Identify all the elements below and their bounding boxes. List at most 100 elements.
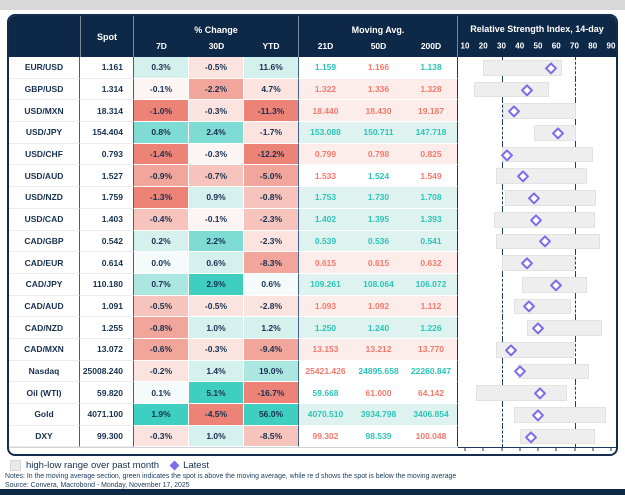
- table-row: CAD/NZD 1.255 -0.8% 1.0% 1.2% 1.250 1.240 1.226: [9, 317, 616, 339]
- rsi-cell: [458, 338, 616, 361]
- moving-avg-cell: 18.440: [299, 100, 352, 123]
- fx-dashboard-panel: Spot % Change 7D 30D YTD Moving Avg. 21D…: [7, 14, 618, 456]
- rsi-plot-area: [465, 404, 611, 426]
- table-bottom-axis: [9, 447, 616, 454]
- rsi-plot-area: [465, 78, 611, 101]
- spot-cell: 1.161: [80, 57, 134, 79]
- rsi-range-bar: [483, 60, 562, 76]
- moving-avg-cell: 1.753: [299, 187, 352, 209]
- moving-avg-cell: 99.302: [299, 425, 352, 448]
- rsi-range-bar: [501, 146, 593, 163]
- moving-avg-cell: 0.825: [405, 143, 458, 166]
- pct-change-cell: -0.5%: [134, 295, 189, 318]
- moving-avg-cell: 64.142: [405, 382, 458, 404]
- pct-change-cell: 19.0%: [244, 360, 299, 383]
- rsi-axis-tick: 90: [606, 41, 616, 51]
- pct-change-cell: -5.0%: [244, 165, 299, 188]
- rsi-axis-tick: 80: [588, 41, 598, 51]
- pct-change-cell: 0.0%: [134, 252, 189, 274]
- pct-change-cell: 0.6%: [244, 273, 299, 296]
- pct-change-cell: -0.3%: [189, 338, 244, 361]
- instrument-cell: USD/JPY: [9, 122, 80, 144]
- rsi-cell: [458, 100, 616, 123]
- moving-avg-cell: 0.799: [299, 143, 352, 166]
- rsi-cell: [458, 295, 616, 318]
- moving-avg-cell: 1.166: [352, 57, 405, 79]
- col-header-7d: 7D: [156, 41, 167, 51]
- pct-change-cell: 56.0%: [244, 404, 299, 426]
- spot-cell: 154.404: [80, 122, 134, 144]
- rsi-plot-area: [465, 100, 611, 123]
- moving-avg-cell: 109.261: [299, 273, 352, 296]
- instrument-cell: CAD/MXN: [9, 338, 80, 361]
- moving-avg-cell: 147.718: [405, 122, 458, 144]
- spot-cell: 0.793: [80, 143, 134, 166]
- moving-avg-cell: 3406.854: [405, 404, 458, 426]
- rsi-cell: [458, 78, 616, 101]
- pct-change-cell: -9.4%: [244, 338, 299, 361]
- moving-avg-cell: 0.541: [405, 230, 458, 253]
- moving-avg-cell: 0.536: [352, 230, 405, 253]
- rsi-bottom-axis: [458, 447, 616, 454]
- moving-avg-cell: 1.093: [299, 295, 352, 318]
- rsi-axis-tick: 40: [515, 41, 525, 51]
- instrument-cell: DXY: [9, 425, 80, 448]
- table-row: Gold 4071.100 1.9% -4.5% 56.0% 4070.510 3934.7…: [9, 404, 616, 426]
- rsi-threshold-line: [574, 295, 576, 318]
- chart-legend: high-low range over past month Latest: [10, 458, 209, 472]
- rsi-cell: [458, 404, 616, 426]
- spot-cell: 18.314: [80, 100, 134, 123]
- rsi-threshold-line: [574, 252, 576, 274]
- instrument-cell: USD/NZD: [9, 187, 80, 209]
- table-row: Nasdaq 25008.240 -0.2% 1.4% 19.0% 25421.426 24…: [9, 360, 616, 383]
- col-header-21d: 21D: [317, 41, 334, 51]
- rsi-range-bar: [519, 428, 595, 445]
- pct-change-cell: -0.3%: [134, 425, 189, 448]
- pct-change-cell: -0.2%: [134, 360, 189, 383]
- moving-avg-cell: 13.153: [299, 338, 352, 361]
- table-row: USD/JPY 154.404 0.8% 2.4% -1.7% 153.088 150.71…: [9, 122, 616, 144]
- rsi-axis-tick: 20: [478, 41, 488, 51]
- table-row: USD/NZD 1.759 -1.3% 0.9% -0.8% 1.753 1.730 1.70…: [9, 187, 616, 209]
- rsi-cell: [458, 252, 616, 274]
- rsi-cell: [458, 317, 616, 339]
- rsi-cell: [458, 425, 616, 448]
- table-header: Spot % Change 7D 30D YTD Moving Avg. 21D…: [9, 16, 616, 57]
- pct-change-cell: -2.8%: [244, 295, 299, 318]
- pct-change-cell: -4.5%: [189, 404, 244, 426]
- rsi-plot-area: [465, 143, 611, 166]
- notes-text: Notes: In the moving average section, gr…: [5, 473, 457, 480]
- moving-avg-cell: 1.730: [352, 187, 405, 209]
- rsi-bottom-tick: [537, 448, 539, 452]
- moving-avg-cell: 1.402: [299, 208, 352, 231]
- pct-change-cell: -12.2%: [244, 143, 299, 166]
- pct-change-cell: -1.3%: [134, 187, 189, 209]
- pct-change-cell: -0.5%: [189, 57, 244, 79]
- rsi-plot-area: [465, 230, 611, 253]
- rsi-plot-area: [465, 425, 611, 448]
- pct-change-cell: 2.2%: [189, 230, 244, 253]
- rsi-axis-ticks-row: 10 20 30 40 50 60 70 80 90: [458, 35, 616, 57]
- latest-legend-diamond-icon: [169, 460, 180, 470]
- spot-cell: 4071.100: [80, 404, 134, 426]
- moving-avg-cell: 18.430: [352, 100, 405, 123]
- pct-change-cell: -2.3%: [244, 230, 299, 253]
- moving-avg-cell: 0.798: [352, 143, 405, 166]
- instrument-cell: CAD/GBP: [9, 230, 80, 253]
- instrument-cell: Nasdaq: [9, 360, 80, 383]
- pct-change-cell: -0.5%: [189, 295, 244, 318]
- moving-avg-cell: 153.088: [299, 122, 352, 144]
- instrument-cell: USD/AUD: [9, 165, 80, 188]
- rsi-bottom-tick: [501, 448, 502, 452]
- rsi-threshold-line: [501, 187, 503, 209]
- rsi-bottom-tick: [555, 448, 557, 452]
- rsi-cell: [458, 187, 616, 209]
- instrument-cell: CAD/EUR: [9, 252, 80, 274]
- rsi-threshold-line: [574, 338, 576, 361]
- moving-avg-cell: 1.395: [352, 208, 405, 231]
- col-header-rsi-title: Relative Strength Index, 14-day: [470, 24, 604, 34]
- table-row: DXY 99.300 -0.3% 1.0% -8.5% 99.302 98.539 100.0…: [9, 425, 616, 448]
- col-header-50d: 50D: [370, 41, 387, 51]
- spot-cell: 59.820: [80, 382, 134, 404]
- moving-avg-cell: 3934.798: [352, 404, 405, 426]
